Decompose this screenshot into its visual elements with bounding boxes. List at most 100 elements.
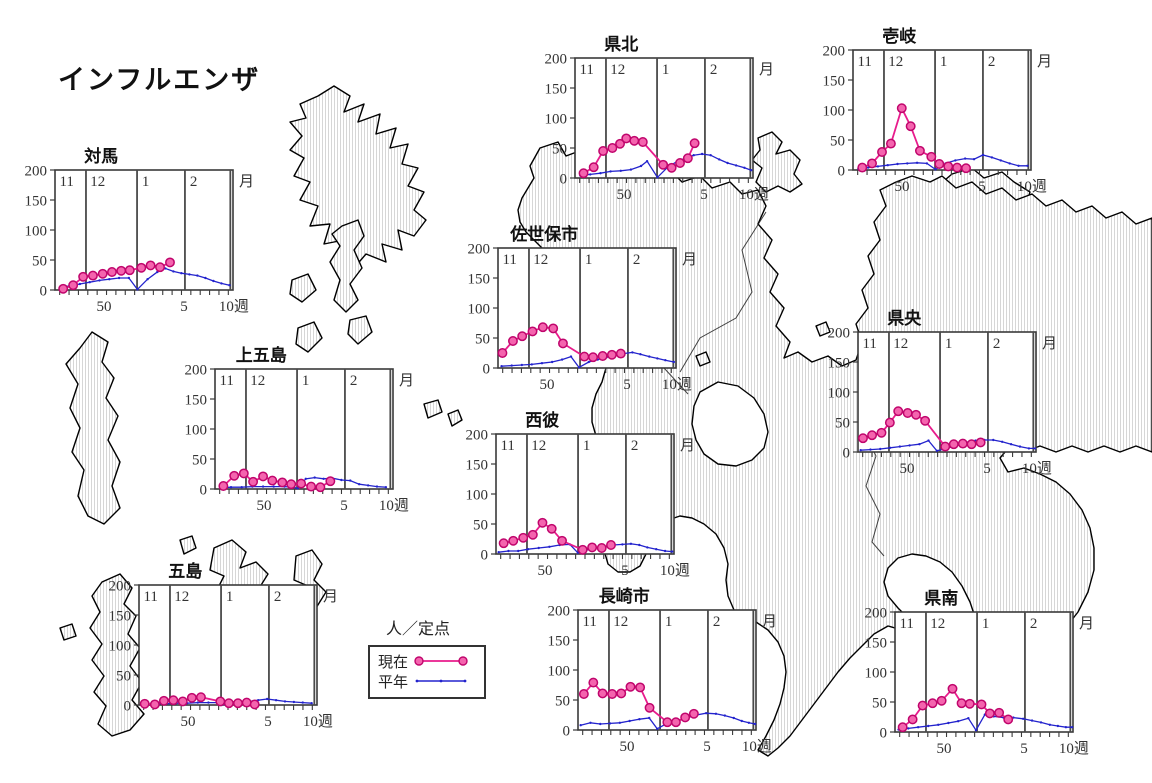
week-tick-label: 10週: [219, 298, 249, 315]
series-average-point: [548, 545, 551, 548]
series-average-point: [1000, 440, 1004, 443]
month-label: 2: [710, 62, 718, 78]
month-label: 12: [888, 54, 903, 70]
y-tick-label: 0: [563, 723, 571, 739]
series-current-point: [858, 433, 868, 444]
y-tick-label: 150: [548, 633, 571, 649]
series-current-point: [927, 698, 938, 709]
series-average-point: [366, 484, 370, 487]
series-average-point: [963, 157, 967, 160]
y-tick-label: 150: [25, 193, 48, 209]
week-tick-label: 10週: [1059, 740, 1089, 757]
series-current-point: [517, 331, 528, 342]
series-average-point: [1070, 726, 1074, 729]
y-tick-label: 0: [838, 163, 846, 179]
chart-goto: 0 50 100 150 200 11 12 1 2 月 50 5 10週 五島: [99, 561, 357, 744]
series-current-point: [606, 349, 617, 360]
series-average-point: [500, 365, 503, 368]
series-current-point: [689, 138, 700, 149]
series-average-point: [663, 549, 667, 553]
week-tick-label: 10週: [1017, 178, 1047, 195]
month-label: 2: [274, 589, 282, 605]
month-unit-label: 月: [1037, 54, 1052, 70]
series-average-point: [916, 726, 920, 729]
week-tick-label: 5: [1020, 741, 1028, 757]
series-average-point: [907, 727, 910, 730]
week-tick-label: 5: [340, 498, 348, 514]
week-tick-label: 5: [983, 461, 991, 477]
series-average-point: [599, 172, 602, 175]
series-current-point: [961, 163, 971, 174]
series-current-point: [116, 265, 127, 276]
series-average-point: [1008, 162, 1011, 165]
series-current-point: [124, 265, 135, 276]
series-average-point: [638, 718, 641, 721]
y-tick-label: 0: [483, 361, 491, 377]
series-average-point: [908, 444, 911, 447]
series-average-point: [1048, 723, 1052, 726]
series-average-point: [212, 279, 215, 283]
legend-row-current: 現在: [378, 651, 478, 671]
series-average-point: [992, 438, 995, 442]
y-tick-label: 200: [545, 51, 568, 67]
month-label: 2: [190, 174, 198, 190]
month-label: 1: [945, 336, 953, 352]
series-average-point: [618, 721, 622, 724]
chart-kennan: 0 50 100 150 200 11 12 1 2 月 50 5 10週 県南: [855, 588, 1113, 771]
series-average-point: [906, 162, 909, 165]
month-unit-label: 月: [680, 438, 695, 454]
y-tick-label: 100: [466, 487, 489, 503]
month-unit-label: 月: [762, 614, 777, 630]
series-current-point: [606, 540, 616, 550]
week-tick-label: 5: [703, 739, 711, 755]
series-current-point: [537, 322, 548, 333]
series-average-point: [1018, 445, 1022, 448]
y-tick-label: 50: [552, 141, 567, 157]
month-label: 12: [250, 373, 265, 389]
map-island: [423, 399, 443, 419]
week-tick-label: 10週: [379, 497, 409, 514]
series-current-point: [325, 476, 336, 487]
week-tick-label: 10週: [739, 186, 769, 203]
y-tick-label: 200: [548, 603, 571, 619]
series-average-point: [537, 546, 540, 550]
series-average-point: [927, 439, 930, 442]
month-label: 2: [631, 438, 639, 454]
series-average-point: [888, 446, 892, 449]
y-tick-label: 50: [835, 415, 850, 431]
y-tick-label: 0: [560, 171, 568, 187]
chart-kenhoku: 0 50 100 150 200 11 12 1 2 月 50 5 10週 県北: [535, 34, 793, 217]
series-current-point: [867, 430, 878, 441]
series-average-point: [925, 162, 929, 165]
month-label: 11: [862, 336, 876, 352]
chart-title: 上五島: [236, 345, 287, 365]
series-current-point: [195, 692, 206, 703]
series-current-point: [893, 406, 904, 417]
series-average-point: [709, 154, 712, 157]
series-average-point: [629, 168, 633, 171]
y-tick-label: 50: [32, 253, 47, 269]
series-average-point: [648, 716, 651, 720]
series-current-point: [223, 698, 234, 709]
series-average-point: [664, 359, 667, 362]
y-tick-label: 50: [116, 668, 131, 684]
chart-title: 県北: [604, 35, 638, 54]
series-current-point: [597, 351, 608, 361]
plot-area: [497, 247, 677, 369]
series-current-point: [97, 268, 108, 279]
series-average-point: [340, 478, 343, 482]
month-unit-label: 月: [682, 252, 697, 268]
series-current-point: [215, 696, 226, 707]
series-current-point: [296, 478, 307, 489]
chart-title: 五島: [168, 561, 202, 581]
series-current-point: [675, 158, 685, 168]
series-average-point: [589, 721, 592, 724]
series-current-point: [87, 270, 98, 281]
chart-tsushima: 0 50 100 150 200 11 12 1 2 月 50 5 10週 対馬: [15, 146, 273, 329]
y-tick-label: 0: [124, 698, 132, 714]
series-current-point: [306, 481, 317, 492]
series-average-point: [656, 727, 659, 730]
week-tick-label: 50: [537, 563, 552, 579]
